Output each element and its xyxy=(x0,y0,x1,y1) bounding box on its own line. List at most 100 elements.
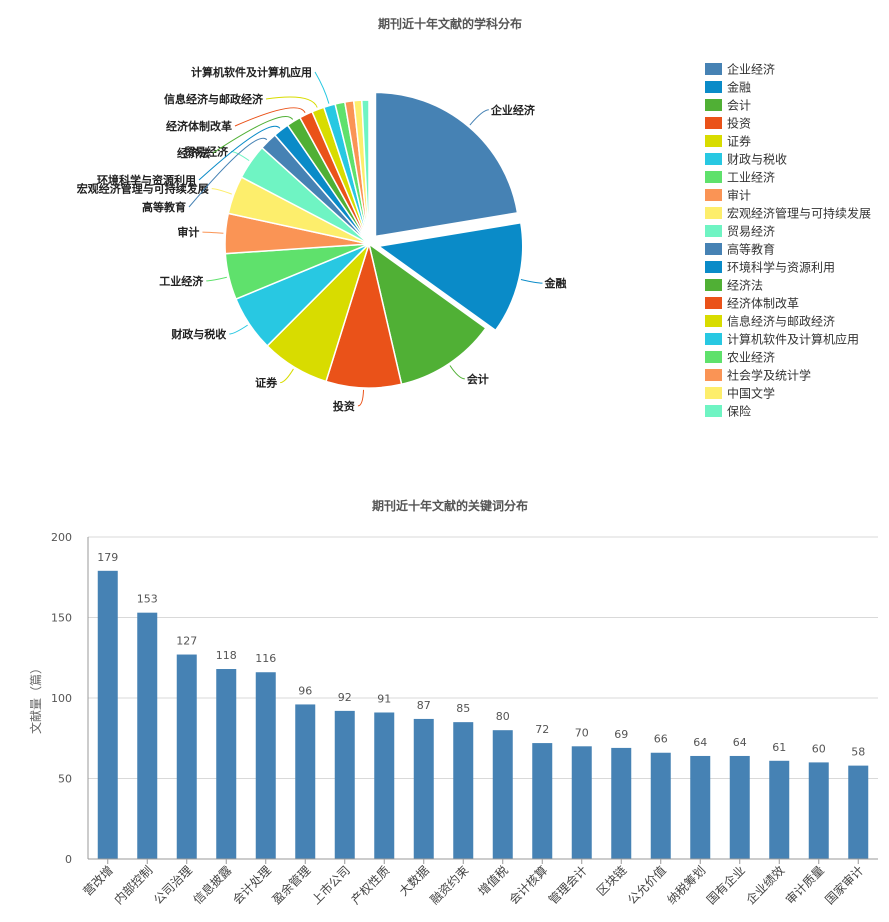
legend-swatch[interactable] xyxy=(705,207,722,219)
legend-item-label[interactable]: 中国文学 xyxy=(727,386,775,401)
x-tick-label: 公允价值 xyxy=(624,863,669,908)
pie-slice-label: 贸易经济 xyxy=(184,144,229,158)
x-tick-label: 上市公司 xyxy=(308,863,353,908)
legend-swatch[interactable] xyxy=(705,99,722,111)
legend-swatch[interactable] xyxy=(705,117,722,129)
pie-slice-label: 信息经济与邮政经济 xyxy=(164,92,264,106)
bar-data-label: 116 xyxy=(255,652,276,665)
pie-slice[interactable] xyxy=(376,221,524,332)
legend-item-label[interactable]: 金融 xyxy=(727,80,751,95)
bar[interactable] xyxy=(216,669,237,859)
legend-item-label[interactable]: 贸易经济 xyxy=(727,224,775,239)
x-tick-label: 区块链 xyxy=(593,863,629,899)
legend-item-label[interactable]: 会计 xyxy=(727,99,751,113)
y-tick-label: 100 xyxy=(51,692,72,705)
bar[interactable] xyxy=(611,747,632,859)
legend-item-label[interactable]: 保险 xyxy=(727,404,751,419)
pie-chart-title: 期刊近十年文献的学科分布 xyxy=(378,16,522,31)
legend-item-label[interactable]: 经济体制改革 xyxy=(727,296,799,311)
bar[interactable] xyxy=(769,760,790,859)
legend-swatch[interactable] xyxy=(705,81,722,93)
pie-slice[interactable] xyxy=(367,242,487,386)
bar[interactable] xyxy=(532,743,553,859)
legend-item-label[interactable]: 投资 xyxy=(727,116,751,131)
bar-data-label: 179 xyxy=(97,551,118,564)
legend-item-label[interactable]: 财政与税收 xyxy=(727,153,787,167)
bar[interactable] xyxy=(650,752,671,859)
legend-swatch[interactable] xyxy=(705,189,722,201)
legend-item-label[interactable]: 农业经济 xyxy=(727,350,775,365)
bar-data-label: 92 xyxy=(338,691,352,704)
legend-swatch[interactable] xyxy=(705,225,722,237)
legend-swatch[interactable] xyxy=(705,153,722,165)
x-tick-label: 大数据 xyxy=(396,863,432,899)
x-tick-label: 会计处理 xyxy=(230,863,274,907)
bar-data-label: 87 xyxy=(417,699,431,712)
pie-leader-line xyxy=(202,231,224,234)
pie-slice[interactable] xyxy=(361,99,370,245)
legend-swatch[interactable] xyxy=(705,171,722,183)
legend-item-label[interactable]: 社会学及统计学 xyxy=(727,368,811,383)
bar[interactable] xyxy=(295,704,316,859)
bar[interactable] xyxy=(413,718,434,859)
x-tick-label: 管理会计 xyxy=(545,863,590,908)
x-tick-label: 公司治理 xyxy=(151,863,195,907)
x-tick-label: 信息披露 xyxy=(190,863,235,908)
pie-slice-label: 经济法 xyxy=(177,146,210,160)
legend-swatch[interactable] xyxy=(705,315,722,327)
legend-swatch[interactable] xyxy=(705,63,722,75)
bar[interactable] xyxy=(137,612,158,859)
legend-swatch[interactable] xyxy=(705,333,722,345)
bar[interactable] xyxy=(374,712,395,859)
x-tick-label: 盈余管理 xyxy=(269,863,314,908)
legend-swatch[interactable] xyxy=(705,261,722,273)
x-tick-label: 纳税筹划 xyxy=(665,863,709,907)
legend-swatch[interactable] xyxy=(705,243,722,255)
legend-item-label[interactable]: 工业经济 xyxy=(727,170,775,185)
bar[interactable] xyxy=(97,570,118,859)
bar-data-label: 66 xyxy=(654,733,668,746)
legend-item-label[interactable]: 环境科学与资源利用 xyxy=(727,260,835,275)
bar[interactable] xyxy=(571,746,592,859)
pie-legend: 企业经济金融会计投资证券财政与税收工业经济审计宏观经济管理与可持续发展贸易经济高… xyxy=(705,62,871,419)
legend-swatch[interactable] xyxy=(705,135,722,147)
legend-item-label[interactable]: 企业经济 xyxy=(727,62,775,77)
bar-data-label: 58 xyxy=(851,746,865,759)
legend-swatch[interactable] xyxy=(705,369,722,381)
pie-slice[interactable] xyxy=(374,91,519,238)
bar[interactable] xyxy=(255,672,276,859)
bar[interactable] xyxy=(690,755,711,859)
legend-swatch[interactable] xyxy=(705,351,722,363)
legend-item-label[interactable]: 宏观经济管理与可持续发展 xyxy=(727,206,871,221)
legend-item-label[interactable]: 证券 xyxy=(727,134,751,149)
bar[interactable] xyxy=(848,765,869,859)
bar[interactable] xyxy=(334,710,355,859)
pie-slice-label: 证券 xyxy=(255,376,278,390)
bar[interactable] xyxy=(729,755,750,859)
legend-item-label[interactable]: 计算机软件及计算机应用 xyxy=(727,332,859,347)
legend-swatch[interactable] xyxy=(705,405,722,417)
pie-leader-line xyxy=(234,107,306,127)
legend-item-label[interactable]: 经济法 xyxy=(727,278,763,293)
bar[interactable] xyxy=(453,722,474,859)
x-tick-label: 融资约束 xyxy=(427,863,472,908)
bar[interactable] xyxy=(176,654,197,859)
x-tick-label: 营改增 xyxy=(81,863,116,898)
bar[interactable] xyxy=(492,730,513,859)
pie-chart: 期刊近十年文献的学科分布 企业经济金融会计投资证券财政与税收工业经济审计宏观经济… xyxy=(77,16,871,419)
pie-leader-line xyxy=(206,276,227,282)
pie-leader-line xyxy=(280,368,294,384)
pie-leader-line xyxy=(198,125,281,181)
bar-data-label: 96 xyxy=(298,684,312,697)
bar[interactable] xyxy=(808,762,829,859)
legend-swatch[interactable] xyxy=(705,279,722,291)
pie-leader-line xyxy=(520,279,543,284)
legend-item-label[interactable]: 审计 xyxy=(727,188,751,203)
legend-swatch[interactable] xyxy=(705,387,722,399)
x-tick-label: 产权性质 xyxy=(349,863,393,907)
legend-swatch[interactable] xyxy=(705,297,722,309)
bar-data-label: 91 xyxy=(377,692,391,705)
legend-item-label[interactable]: 信息经济与邮政经济 xyxy=(727,314,835,329)
y-tick-label: 150 xyxy=(51,612,72,625)
legend-item-label[interactable]: 高等教育 xyxy=(727,242,775,257)
